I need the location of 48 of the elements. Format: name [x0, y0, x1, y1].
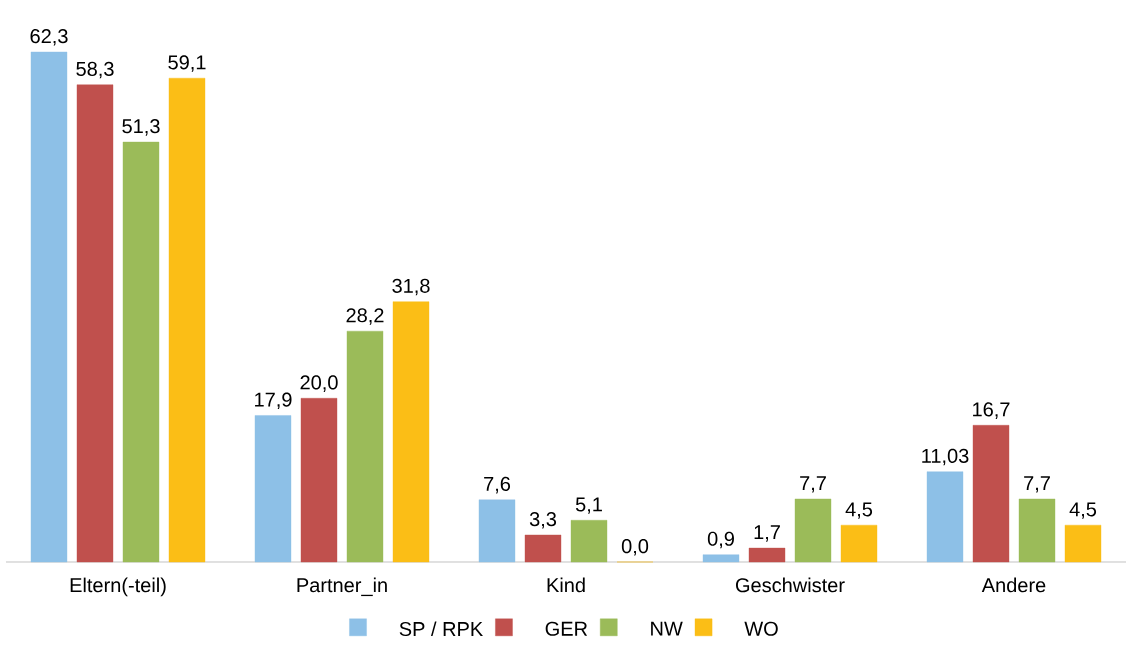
bar — [76, 84, 114, 563]
bar — [926, 471, 964, 563]
bar — [254, 415, 292, 563]
data-label: 31,8 — [392, 278, 430, 296]
x-tick-label: Andere — [981, 577, 1046, 593]
bar — [30, 51, 68, 563]
bar — [702, 554, 740, 563]
data-label: 5,1 — [575, 497, 602, 514]
bar — [122, 141, 160, 563]
data-label: 7,7 — [1024, 476, 1050, 493]
data-label: 11,03 — [922, 448, 969, 466]
legend-label: GER — [545, 621, 588, 636]
bar — [300, 398, 338, 563]
bar — [524, 534, 562, 563]
data-label: 17,9 — [255, 392, 292, 410]
bar — [794, 498, 832, 563]
x-tick-label: Kind — [547, 577, 585, 593]
x-tick-label: Partner_in — [297, 577, 387, 597]
data-label: 1,7 — [754, 525, 780, 542]
legend-label: NW — [651, 621, 683, 636]
bar — [840, 525, 878, 563]
data-label: 7,7 — [800, 476, 826, 493]
data-label: 7,6 — [484, 476, 511, 494]
legend-label: WO — [744, 621, 778, 636]
data-label: 58,3 — [76, 61, 114, 79]
bar — [1064, 525, 1102, 563]
bar — [570, 520, 608, 563]
legend-label: SP / RPK — [399, 621, 483, 637]
data-label: 62,3 — [30, 29, 68, 46]
bar — [972, 425, 1010, 563]
bar — [748, 547, 786, 563]
data-label: 0,0 — [621, 539, 649, 556]
data-label: 3,3 — [529, 512, 557, 529]
data-label: 51,3 — [122, 119, 160, 136]
bar — [392, 301, 430, 563]
bar — [478, 499, 516, 563]
bar — [346, 330, 384, 563]
data-label: 20,0 — [300, 375, 338, 392]
x-tick-label: Eltern(-teil) — [70, 577, 166, 597]
bar — [168, 78, 206, 563]
data-label: 4,5 — [845, 502, 873, 519]
data-label: 0,9 — [707, 531, 734, 549]
data-label: 28,2 — [346, 308, 384, 325]
bar — [1018, 498, 1056, 563]
x-tick-label: Geschwister — [735, 577, 845, 593]
data-label: 4,5 — [1069, 502, 1097, 519]
data-label: 16,7 — [973, 402, 1010, 419]
data-label: 59,1 — [168, 55, 206, 72]
